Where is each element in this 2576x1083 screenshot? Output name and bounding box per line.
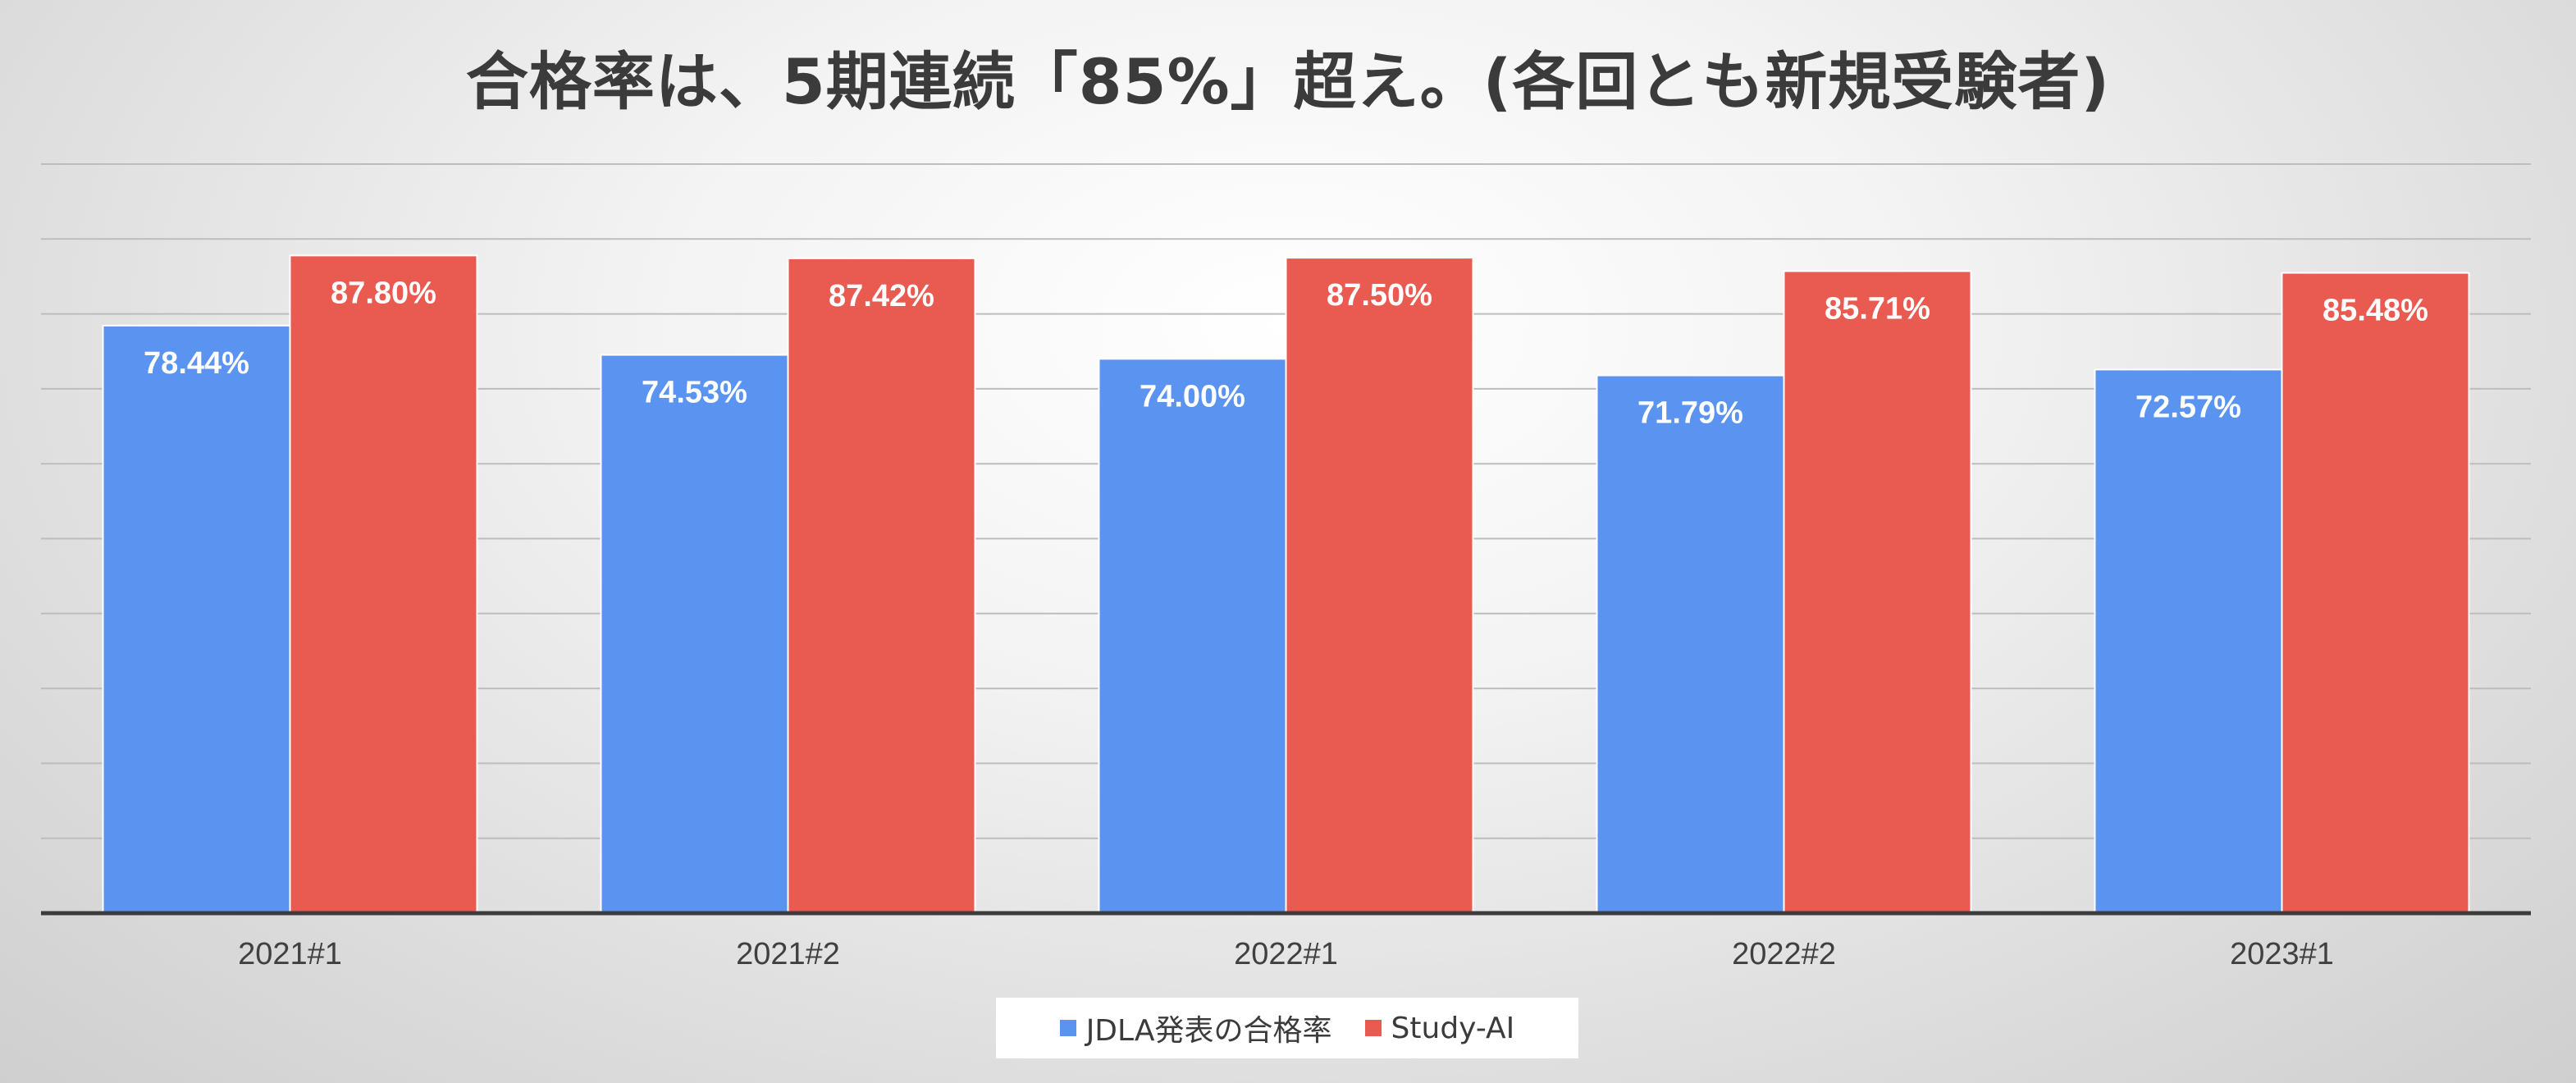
legend-item-series-2: Study-AI [1364,1011,1515,1045]
bar-series-2-2023#1 [2281,272,2470,914]
bar-series-1-2021#1 [102,324,291,915]
bar-series-1-2023#1 [2094,368,2283,914]
bar-series-1-2021#2 [600,354,789,915]
bar-series-2-2021#2 [787,257,976,914]
data-label-series-2-2021#2: 87.42% [829,279,934,313]
data-labels: 78.44% 87.80% 74.53% 87.42% 74.00% 87.50% 71.7… [144,276,2428,430]
data-label-series-1-2022#1: 74.00% [1140,379,1245,414]
legend-label-series-1: JDLA発表の合格率 [1085,1014,1332,1048]
bars [102,254,2470,915]
bar-series-1-2022#1 [1098,358,1287,914]
legend-item-series-1: JDLA発表の合格率 [1059,1007,1332,1049]
data-label-series-2-2021#1: 87.80% [331,276,436,310]
x-tick-label: 2023#1 [2230,937,2334,971]
data-label-series-1-2021#1: 78.44% [144,346,249,381]
data-label-series-1-2021#2: 74.53% [642,376,747,410]
data-label-series-1-2022#2: 71.79% [1637,396,1743,431]
bar-series-2-2021#1 [289,254,478,914]
data-label-series-2-2022#1: 87.50% [1327,278,1432,313]
x-tick-label: 2021#2 [736,937,840,971]
data-label-series-1-2023#1: 72.57% [2135,390,2241,424]
legend: JDLA発表の合格率 Study-AI [996,998,1578,1058]
bar-series-1-2022#2 [1596,374,1785,914]
bar-series-2-2022#1 [1285,257,1474,914]
legend-swatch-series-1 [1059,1020,1076,1036]
x-tick-label: 2022#1 [1234,937,1338,971]
x-tick-label: 2022#2 [1732,937,1836,971]
chart-title: 合格率は、5期連続「85%」超え。(各回とも新規受験者) [465,45,2111,118]
bar-series-2-2022#2 [1783,270,1972,914]
data-label-series-2-2023#1: 85.48% [2323,294,2428,328]
legend-swatch-series-2 [1364,1020,1382,1036]
x-tick-label: 2021#1 [238,937,342,971]
x-axis: 2021#1 2021#2 2022#1 2022#2 2023#1 [41,911,2531,971]
data-label-series-2-2022#2: 85.71% [1825,291,1930,326]
legend-label-series-2: Study-AI [1391,1011,1515,1045]
